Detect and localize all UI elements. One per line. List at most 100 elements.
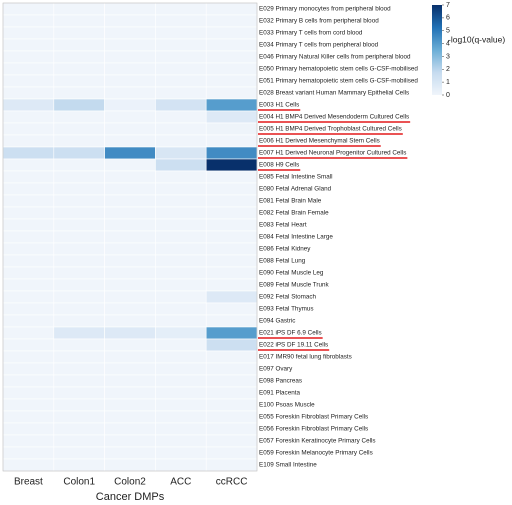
heatmap-cell [104, 386, 156, 400]
row-label: E050 Primary hematopoietic stem cells G-… [259, 66, 418, 73]
column-label: Colon1 [63, 477, 95, 488]
heatmap-cell [205, 254, 258, 268]
heatmap-cell [2, 194, 55, 208]
heatmap-cell [205, 206, 258, 220]
heatmap-cell [104, 50, 156, 64]
heatmap-cell [205, 2, 258, 16]
heatmap-cell [205, 182, 258, 196]
heatmap-cell [155, 26, 207, 40]
heatmap-cell [2, 146, 55, 160]
row-label: E003 H1 Cells [259, 102, 299, 109]
colorbar-tick-label: 7 [446, 2, 450, 9]
row-label: E051 Primary hematopoietic stem cells G-… [259, 78, 418, 85]
heatmap-cell [104, 2, 156, 16]
heatmap-cell [155, 62, 207, 76]
heatmap-cell [104, 326, 156, 340]
heatmap-cell [2, 458, 55, 472]
row-label: E008 H9 Cells [259, 162, 299, 169]
row-label: E004 H1 BMP4 Derived Mesendoderm Culture… [259, 114, 409, 121]
heatmap-cell [53, 194, 105, 208]
heatmap-cell [205, 110, 258, 124]
heatmap-cell [53, 446, 105, 460]
row-label: E029 Primary monocytes from peripheral b… [259, 6, 391, 13]
heatmap-cell [155, 398, 207, 412]
row-label: E097 Ovary [259, 366, 293, 373]
heatmap-cell [2, 242, 55, 256]
heatmap-cell [53, 230, 105, 244]
heatmap-cell [53, 350, 105, 364]
heatmap-cell [104, 146, 156, 160]
heatmap-cell [104, 110, 156, 124]
heatmap-cell [104, 254, 156, 268]
heatmap-cell [53, 242, 105, 256]
row-label: E082 Fetal Brain Female [259, 210, 329, 217]
heatmap-cell [2, 266, 55, 280]
heatmap-cell [155, 446, 207, 460]
heatmap-cell [2, 14, 55, 28]
heatmap-cell [205, 434, 258, 448]
heatmap-cell [104, 230, 156, 244]
row-label: E032 Primary B cells from peripheral blo… [259, 18, 379, 25]
heatmap-cell [2, 74, 55, 88]
row-label: E084 Fetal Intestine Large [259, 234, 333, 241]
heatmap-cell [155, 206, 207, 220]
heatmap-cell [53, 302, 105, 316]
heatmap-cell [205, 338, 258, 352]
heatmap-cell [155, 170, 207, 184]
heatmap-cell [205, 242, 258, 256]
heatmap-cell [2, 170, 55, 184]
heatmap-cell [2, 326, 55, 340]
row-label: E090 Fetal Muscle Leg [259, 270, 324, 277]
heatmap-cell [205, 62, 258, 76]
heatmap-cell [53, 158, 105, 172]
heatmap-cell [2, 302, 55, 316]
row-label: E007 H1 Derived Neuronal Progenitor Cult… [259, 150, 406, 157]
heatmap-cell [53, 122, 105, 136]
heatmap-cell [155, 338, 207, 352]
heatmap-cell [155, 110, 207, 124]
colorbar-tick-label: 1 [446, 79, 450, 86]
heatmap-cell [205, 230, 258, 244]
row-label: E109 Small Intestine [259, 462, 317, 469]
heatmap-cell [155, 134, 207, 148]
heatmap-cell [104, 86, 156, 100]
heatmap-cell [2, 278, 55, 292]
row-label: E034 Primary T cells from peripheral blo… [259, 42, 379, 49]
column-label: ACC [170, 477, 191, 488]
colorbar-tick-label: 5 [446, 28, 450, 35]
heatmap-cell [155, 98, 207, 112]
heatmap-cell [2, 110, 55, 124]
row-label: E100 Psoas Muscle [259, 402, 315, 409]
heatmap-cell [104, 206, 156, 220]
colorbar-tick-label: 4 [446, 40, 450, 47]
heatmap-cell [53, 218, 105, 232]
heatmap-cell [53, 182, 105, 196]
heatmap-cell [205, 134, 258, 148]
heatmap-cell [155, 290, 207, 304]
heatmap-cell [2, 122, 55, 136]
heatmap-cell [155, 266, 207, 280]
row-label: E092 Fetal Stomach [259, 294, 317, 301]
heatmap-cell [104, 98, 156, 112]
heatmap-cell [155, 302, 207, 316]
heatmap-cell [104, 170, 156, 184]
heatmap-cell [104, 410, 156, 424]
heatmap-cell [205, 410, 258, 424]
heatmap-cell [104, 314, 156, 328]
heatmap-cell [205, 326, 258, 340]
heatmap-cell [205, 50, 258, 64]
heatmap-cell [104, 374, 156, 388]
heatmap-cell [205, 302, 258, 316]
heatmap-cell [104, 458, 156, 472]
heatmap-cell [104, 266, 156, 280]
heatmap-cell [104, 398, 156, 412]
heatmap-cell [104, 362, 156, 376]
row-label: E080 Fetal Adrenal Gland [259, 186, 332, 193]
heatmap-cell [53, 74, 105, 88]
heatmap-cell [53, 170, 105, 184]
heatmap-cell [2, 50, 55, 64]
heatmap-cell [205, 458, 258, 472]
heatmap-cell [53, 266, 105, 280]
heatmap-cell [53, 14, 105, 28]
heatmap-cell [2, 410, 55, 424]
